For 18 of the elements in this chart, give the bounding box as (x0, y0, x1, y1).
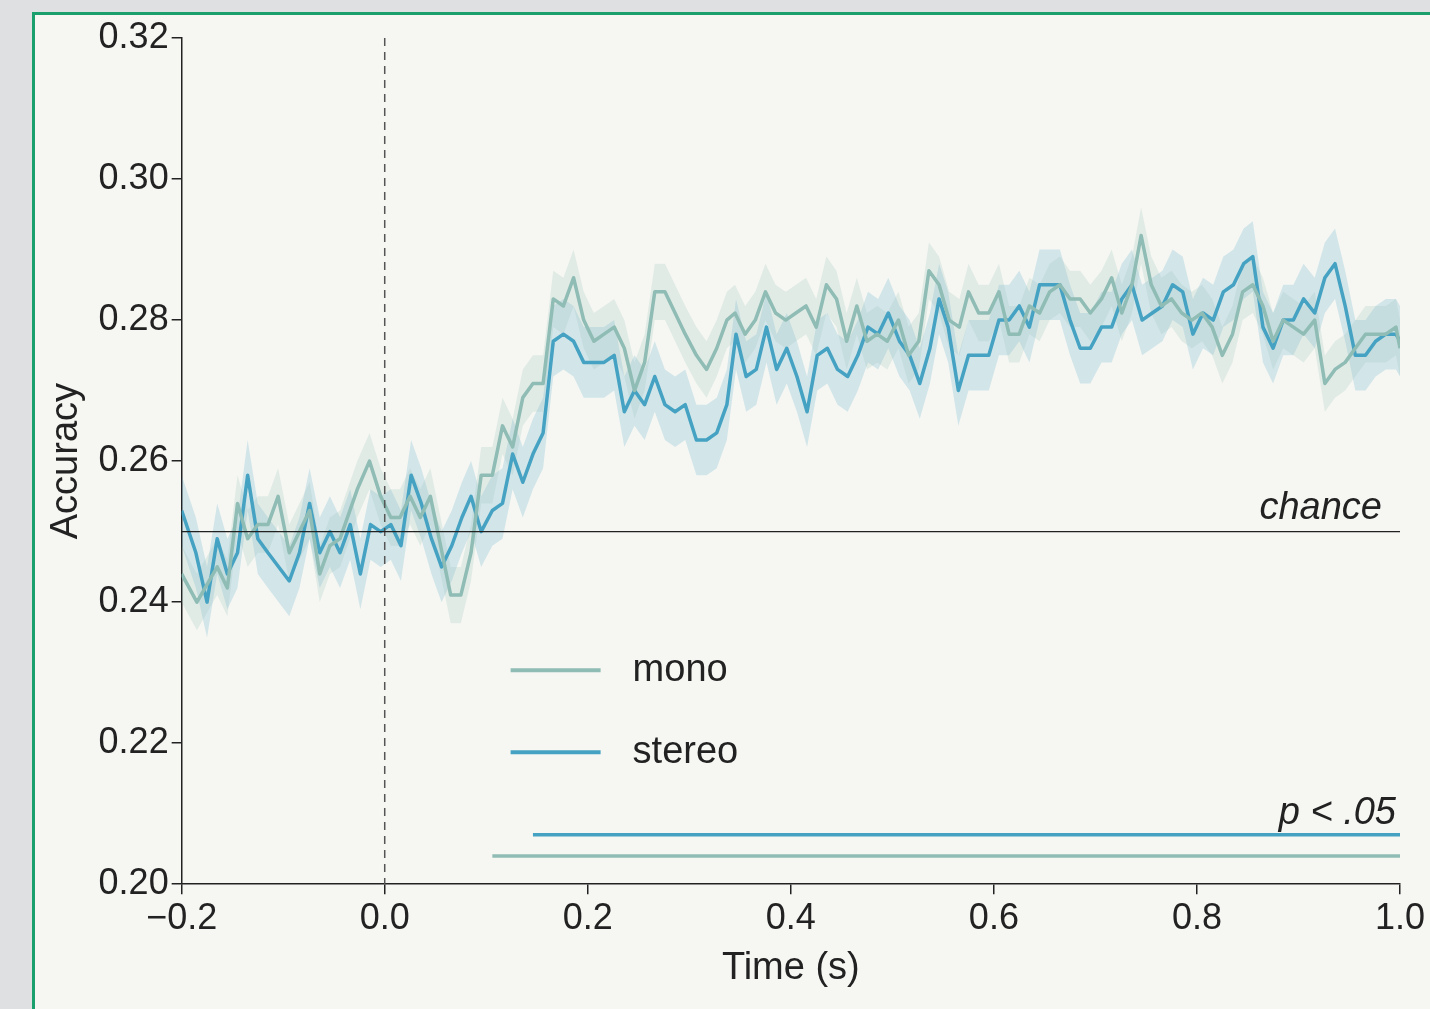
x-axis-title: Time (s) (721, 944, 860, 987)
x-tick-label: 0.2 (562, 895, 613, 937)
x-tick-label: 0.6 (968, 895, 1019, 937)
legend-label: stereo (632, 728, 739, 771)
x-tick-label: 0.4 (765, 895, 816, 937)
y-axis-title: Accuracy (43, 382, 86, 540)
ref-line-label: chance (1259, 485, 1382, 528)
annotation: p < .05 (1277, 790, 1397, 833)
y-tick-label: 0.32 (98, 14, 169, 56)
x-tick-label: 1.0 (1374, 895, 1426, 937)
y-tick-label: 0.22 (98, 720, 169, 762)
y-tick-label: 0.30 (98, 155, 169, 197)
legend-label: mono (632, 646, 728, 689)
y-tick-label: 0.28 (98, 296, 169, 338)
y-tick-label: 0.24 (98, 579, 169, 621)
x-tick-label: 0.0 (359, 895, 410, 937)
y-tick-label: 0.26 (98, 438, 169, 480)
x-tick-label: 0.8 (1171, 895, 1222, 937)
